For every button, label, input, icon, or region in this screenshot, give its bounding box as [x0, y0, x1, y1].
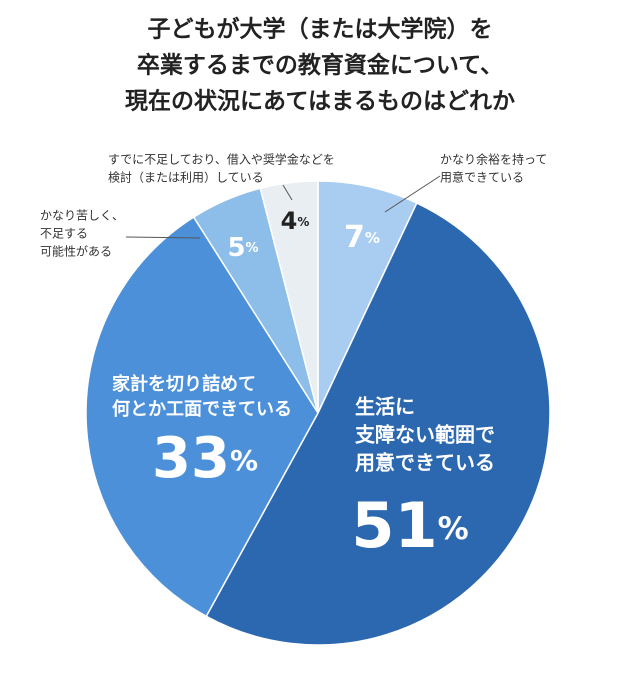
slice-label: 支障ない範囲で [355, 423, 495, 447]
slice-label: 不足する [40, 227, 88, 241]
value-label: 7% [344, 220, 380, 255]
pie-slice [259, 180, 319, 414]
slice-label: かなり苦しく、 [40, 209, 124, 223]
slice-label: かなり余裕を持って [440, 152, 547, 167]
leader-line [125, 236, 201, 239]
value-label: 4% [281, 207, 310, 235]
slice-label: 何とか工面できている [112, 398, 292, 420]
value-label: 51% [351, 489, 468, 562]
value-label: 33% [152, 426, 258, 491]
slice-label: 家計を切り詰めて [112, 373, 256, 395]
leader-line [384, 175, 441, 213]
pie-slice [205, 202, 551, 646]
leader-line [282, 184, 293, 201]
slice-label: すでに不足しており、借入や奨学金などを [108, 152, 335, 167]
slice-label: 生活に [355, 395, 415, 419]
pie-slice [85, 216, 319, 618]
slice-label: 検討（または利用）している [108, 170, 264, 185]
chart-title: 子どもが大学（または大学院）を [148, 16, 493, 43]
slice-label: 用意できている [440, 170, 524, 185]
value-label: 5% [227, 233, 258, 263]
pie-slice [317, 180, 418, 414]
chart-title: 卒業するまでの教育資金について、 [137, 52, 503, 79]
slice-label: 可能性がある [40, 244, 112, 259]
slice-label: 用意できている [355, 451, 495, 475]
chart-title: 現在の状況にあてはまるものはどれか [125, 88, 515, 115]
